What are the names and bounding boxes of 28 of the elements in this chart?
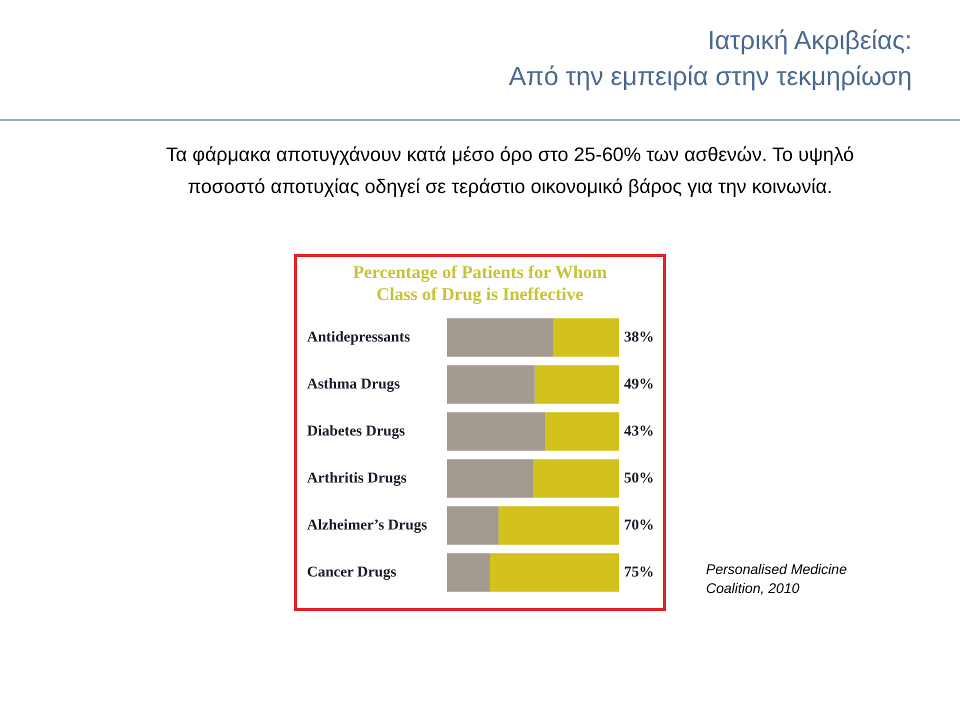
bar [447, 365, 535, 404]
bar [498, 506, 619, 545]
data-label: 49% [624, 376, 654, 392]
bar [534, 365, 619, 404]
chart-title: Percentage of Patients for Whom Class of Drug is Ineffective [352, 261, 608, 305]
bar [447, 412, 546, 451]
y-tick-label: Alzheimer’s Drugs [307, 517, 428, 534]
text: Τα φάρμακα αποτυγχάνουν κατά μέσο όρο στο 25-60% των ασθενών. Το υψηλό ποσοστό αποτυχίας οδηγεί σε τεράστιο οικονομικό βάρος για την κοινωνία. [164, 143, 856, 200]
bar [447, 318, 554, 357]
data-label: 43% [624, 423, 654, 440]
data-label: 70% [624, 517, 654, 534]
bar [490, 553, 619, 592]
bar [447, 506, 499, 545]
data-label: 38% [624, 329, 654, 346]
y-tick-label: Asthma Drugs [307, 376, 400, 392]
bar [447, 553, 490, 592]
bar [533, 459, 619, 498]
text: Ιατρική Ακριβείας: Από την εμπειρία στην τεκμηρίωση [508, 24, 912, 93]
data-label: 50% [624, 470, 654, 486]
text: Personalised Medicine Coalition, 2010 [706, 560, 848, 598]
data-label: 75% [624, 564, 654, 580]
bar [545, 412, 619, 451]
bar [554, 318, 619, 357]
y-tick-label: Diabetes Drugs [307, 423, 406, 440]
y-tick-label: Cancer Drugs [307, 564, 396, 580]
y-tick-label: Antidepressants [307, 329, 410, 346]
bar [447, 459, 533, 498]
y-tick-label: Arthritis Drugs [307, 470, 407, 486]
